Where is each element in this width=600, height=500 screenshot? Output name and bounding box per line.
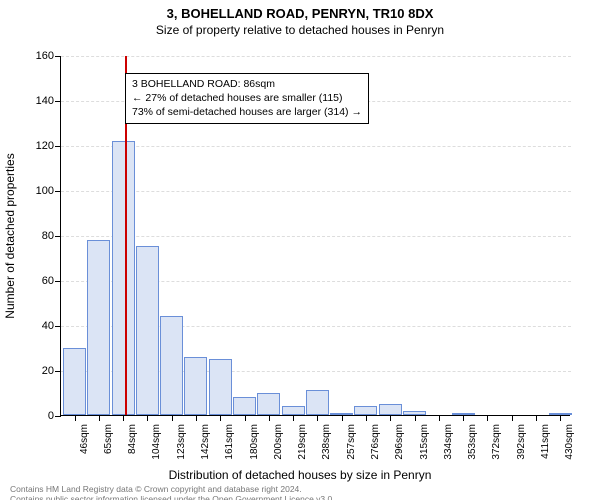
histogram-bar xyxy=(112,141,135,416)
y-tick-label: 140 xyxy=(14,95,54,107)
x-tick xyxy=(439,415,440,421)
x-tick-label: 142sqm xyxy=(200,424,211,460)
x-tick-label: 104sqm xyxy=(151,424,162,460)
y-tick xyxy=(55,326,61,327)
x-tick-label: 123sqm xyxy=(176,424,187,460)
gridline xyxy=(61,146,571,147)
x-tick xyxy=(512,415,513,421)
y-tick-label: 80 xyxy=(14,230,54,242)
histogram-bar xyxy=(282,406,305,415)
chart-root: 3, BOHELLAND ROAD, PENRYN, TR10 8DX Size… xyxy=(0,6,600,500)
histogram-bar xyxy=(354,406,377,415)
x-tick xyxy=(147,415,148,421)
gridline xyxy=(61,56,571,57)
x-tick xyxy=(293,415,294,421)
x-tick-label: 65sqm xyxy=(103,424,114,454)
y-tick-label: 120 xyxy=(14,140,54,152)
x-tick-label: 200sqm xyxy=(273,424,284,460)
y-tick xyxy=(55,371,61,372)
x-tick-label: 180sqm xyxy=(249,424,260,460)
y-tick-label: 0 xyxy=(14,410,54,422)
x-tick xyxy=(245,415,246,421)
gridline xyxy=(61,191,571,192)
x-tick-label: 315sqm xyxy=(419,424,430,460)
x-tick xyxy=(220,415,221,421)
histogram-bar xyxy=(160,316,183,415)
x-tick-label: 372sqm xyxy=(491,424,502,460)
histogram-bar xyxy=(63,348,86,416)
histogram-bar xyxy=(184,357,207,416)
y-tick-label: 60 xyxy=(14,275,54,287)
x-tick-label: 257sqm xyxy=(346,424,357,460)
chart-subtitle: Size of property relative to detached ho… xyxy=(0,23,600,37)
x-tick xyxy=(390,415,391,421)
y-tick-label: 100 xyxy=(14,185,54,197)
histogram-bar xyxy=(87,240,110,416)
chart-area: 02040608010012014016046sqm65sqm84sqm104s… xyxy=(60,56,570,416)
y-tick-label: 40 xyxy=(14,320,54,332)
x-tick-label: 430sqm xyxy=(564,424,575,460)
x-tick-label: 238sqm xyxy=(321,424,332,460)
y-tick-label: 160 xyxy=(14,50,54,62)
annotation-box: 3 BOHELLAND ROAD: 86sqm ← 27% of detache… xyxy=(125,73,369,124)
chart-title: 3, BOHELLAND ROAD, PENRYN, TR10 8DX xyxy=(0,6,600,21)
x-tick-label: 161sqm xyxy=(224,424,235,460)
gridline xyxy=(61,236,571,237)
x-tick-label: 353sqm xyxy=(467,424,478,460)
y-tick xyxy=(55,56,61,57)
x-tick-label: 296sqm xyxy=(394,424,405,460)
footer-attribution: Contains HM Land Registry data © Crown c… xyxy=(10,484,335,500)
x-tick xyxy=(99,415,100,421)
x-tick xyxy=(342,415,343,421)
x-tick xyxy=(487,415,488,421)
x-tick-label: 411sqm xyxy=(540,424,551,459)
x-tick-label: 392sqm xyxy=(516,424,527,460)
x-tick xyxy=(317,415,318,421)
x-tick xyxy=(269,415,270,421)
x-tick xyxy=(366,415,367,421)
x-tick-label: 219sqm xyxy=(297,424,308,460)
x-tick xyxy=(75,415,76,421)
x-axis-label: Distribution of detached houses by size … xyxy=(0,468,600,482)
histogram-bar xyxy=(379,404,402,415)
histogram-bar xyxy=(233,397,256,415)
histogram-bar xyxy=(209,359,232,415)
x-tick xyxy=(196,415,197,421)
y-tick xyxy=(55,281,61,282)
x-tick xyxy=(123,415,124,421)
x-tick-label: 84sqm xyxy=(127,424,138,454)
x-tick xyxy=(463,415,464,421)
y-tick xyxy=(55,191,61,192)
x-tick-label: 46sqm xyxy=(79,424,90,454)
histogram-bar xyxy=(306,390,329,415)
x-tick-label: 334sqm xyxy=(443,424,454,460)
y-tick xyxy=(55,101,61,102)
y-tick xyxy=(55,416,61,417)
histogram-bar xyxy=(257,393,280,416)
x-tick xyxy=(536,415,537,421)
y-tick-label: 20 xyxy=(14,365,54,377)
x-tick xyxy=(415,415,416,421)
plot-area: 02040608010012014016046sqm65sqm84sqm104s… xyxy=(60,56,570,416)
x-tick xyxy=(172,415,173,421)
x-tick xyxy=(560,415,561,421)
y-tick xyxy=(55,236,61,237)
x-tick-label: 276sqm xyxy=(370,424,381,460)
y-tick xyxy=(55,146,61,147)
histogram-bar xyxy=(136,246,159,415)
